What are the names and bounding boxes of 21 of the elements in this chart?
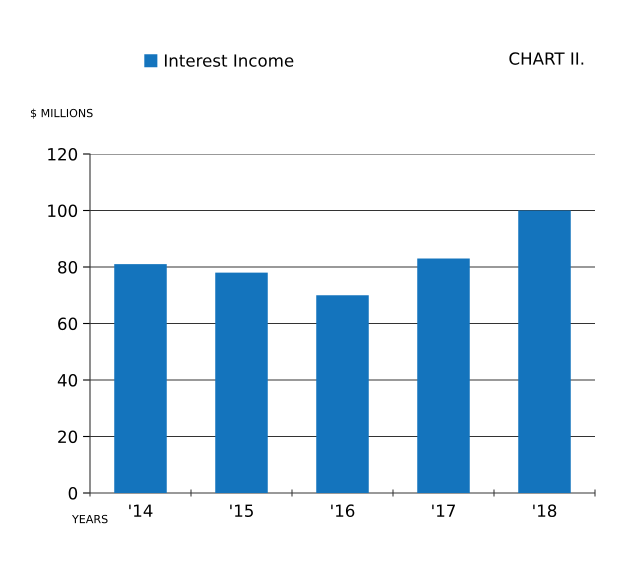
bar <box>215 272 268 493</box>
legend-label: Interest Income <box>164 54 294 67</box>
bar <box>114 264 167 493</box>
y-axis-title: $ MILLIONS <box>30 108 93 119</box>
y-tick-label: 0 <box>68 486 78 500</box>
x-tick-label: '17 <box>432 504 455 517</box>
x-axis-title: YEARS <box>72 514 108 524</box>
y-tick-label: 100 <box>48 204 78 218</box>
y-tick-label: 60 <box>58 317 78 330</box>
y-tick-label: 20 <box>58 430 78 444</box>
x-tick-label: '18 <box>533 504 556 518</box>
x-tick-label: '15 <box>230 504 253 518</box>
y-tick-label: 40 <box>58 374 78 387</box>
y-tick-label: 80 <box>58 260 78 274</box>
bar <box>417 258 470 493</box>
x-tick-label: '14 <box>129 504 152 517</box>
bar <box>518 210 571 493</box>
chart-title: CHART II. <box>509 52 584 65</box>
bar <box>316 295 369 493</box>
x-tick-label: '16 <box>331 504 354 518</box>
y-tick-label: 120 <box>48 148 78 161</box>
